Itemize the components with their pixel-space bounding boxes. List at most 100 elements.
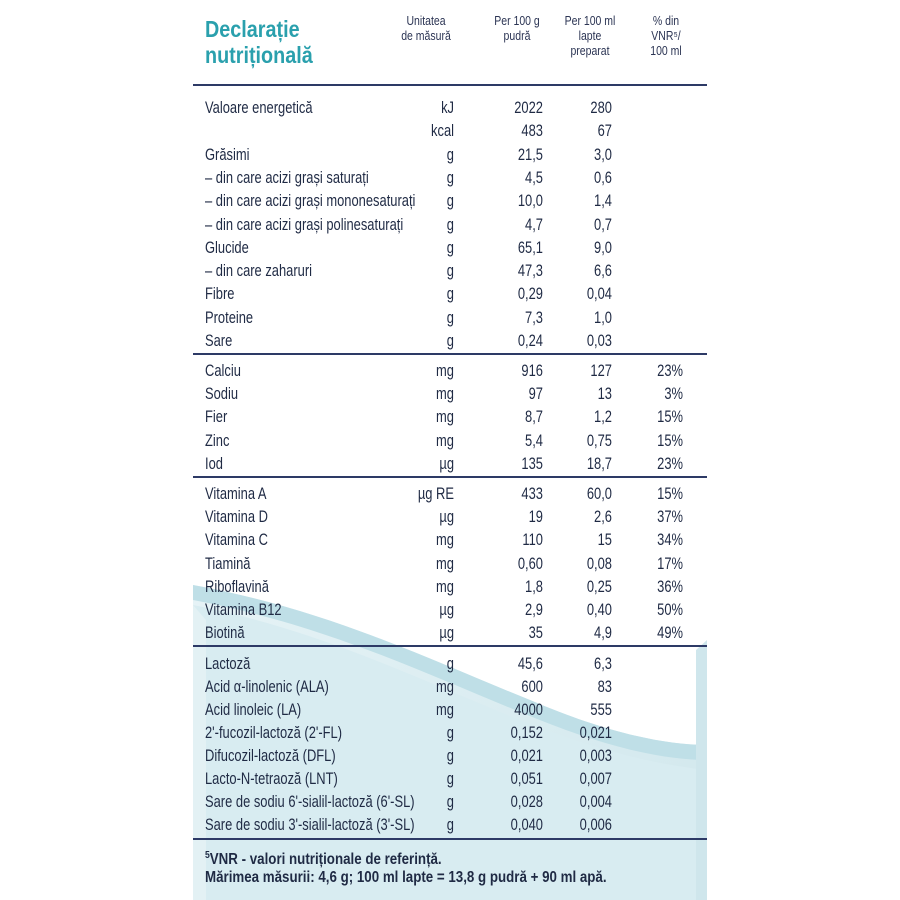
nutrient-name: – din care zaharuri [205, 261, 313, 281]
table-row: – din care acizi grași saturați g 4,5 0,6 [193, 166, 707, 189]
per-100g-value: 0,021 [510, 746, 543, 765]
table-row: Riboflavină mg 1,8 0,25 36% [193, 575, 707, 598]
per-100g-value: 0,028 [510, 792, 543, 811]
column-header-per100g: Per 100 g pudră [481, 14, 553, 44]
unit-cell: g [446, 191, 454, 211]
unit-cell: mg [436, 430, 454, 450]
per-100g-value: 45,6 [517, 654, 543, 673]
table-row: Acid α-linolenic (ALA) mg 600 83 [193, 675, 707, 698]
per-100ml-value: 15 [597, 530, 612, 550]
vnr-percent: 15% [657, 430, 683, 450]
per-100g-value: 8,7 [525, 407, 543, 427]
unit-cell: g [446, 144, 454, 164]
footnote-vnr-text: VNR - valori nutriționale de referință. [209, 851, 442, 869]
per-100g-value: 2,9 [525, 600, 543, 619]
per-100g-value: 65,1 [517, 237, 543, 257]
nutrient-name: Vitamina B12 [205, 600, 282, 619]
unit-cell: kJ [441, 98, 454, 117]
per-100ml-value: 280 [590, 98, 612, 117]
nutrient-name: Zinc [205, 430, 230, 450]
unit-cell: g [446, 792, 454, 811]
per-100g-value: 21,5 [517, 144, 543, 164]
per-100g-value: 0,051 [510, 769, 543, 788]
nutrient-name: Grăsimi [205, 144, 250, 164]
vnr-percent: 49% [657, 623, 683, 643]
nutrient-name: Riboflavină [205, 576, 269, 596]
nutrient-name: Vitamina C [205, 530, 268, 550]
column-header-per100ml: Per 100 ml lapte preparat [555, 14, 625, 59]
per-100ml-value: 0,08 [586, 553, 612, 573]
column-header-unit-line: Unitatea [406, 14, 446, 28]
title-line-2: nutrițională [205, 42, 313, 68]
table-row: Biotină µg 35 4,9 49% [193, 621, 707, 644]
per-100g-value: 97 [528, 384, 543, 404]
per-100ml-value: 0,021 [579, 723, 612, 742]
vnr-percent: 15% [657, 484, 683, 503]
nutrient-name: Sare [205, 331, 233, 350]
table-row: Acid linoleic (LA) mg 4000 555 [193, 698, 707, 721]
per-100g-value: 135 [521, 453, 543, 473]
unit-cell: g [446, 654, 454, 673]
per-100g-value: 7,3 [525, 307, 543, 327]
unit-cell: g [446, 261, 454, 281]
divider [193, 838, 707, 840]
nutrient-name: Sare de sodiu 6'-sialil-lactoză (6'-SL) [205, 792, 415, 811]
vnr-percent: 37% [657, 507, 683, 527]
per-100g-value: 47,3 [517, 261, 543, 281]
per-100g-value: 916 [521, 361, 543, 380]
column-header-vnr-line: % din [652, 14, 680, 28]
table-row: Proteine g 7,3 1,0 [193, 306, 707, 329]
per-100g-value: 0,60 [517, 553, 543, 573]
per-100ml-value: 67 [597, 121, 612, 141]
nutrient-name: Vitamina D [205, 507, 268, 527]
table-row: Zinc mg 5,4 0,75 15% [193, 429, 707, 452]
table-row: Lacto-N-tetraoză (LNT) g 0,051 0,007 [193, 767, 707, 790]
column-header-per100g-line: pudră [503, 29, 531, 43]
per-100ml-value: 18,7 [586, 453, 612, 473]
per-100ml-value: 1,2 [594, 407, 612, 427]
per-100g-value: 0,24 [517, 331, 543, 350]
column-header-unit-line: de măsură [401, 29, 451, 43]
nutrient-name: 2'-fucozil-lactoză (2'-FL) [205, 723, 343, 742]
nutrient-name: Lacto-N-tetraoză (LNT) [205, 769, 338, 788]
nutrient-name: Acid linoleic (LA) [205, 700, 302, 719]
unit-cell: kcal [431, 121, 454, 141]
unit-cell: µg [439, 507, 454, 527]
unit-cell: mg [436, 407, 454, 427]
unit-cell: g [446, 331, 454, 350]
per-100g-value: 1,8 [525, 576, 543, 596]
footnote-vnr: 5VNR - valori nutriționale de referință. [205, 845, 442, 871]
per-100g-value: 2022 [514, 98, 543, 117]
per-100ml-value: 0,004 [579, 792, 612, 811]
per-100ml-value: 13 [597, 384, 612, 404]
unit-cell: g [446, 723, 454, 742]
divider [193, 645, 707, 647]
per-100g-value: 19 [528, 507, 543, 527]
nutrient-name: Fibre [205, 284, 235, 304]
table-row: Grăsimi g 21,5 3,0 [193, 143, 707, 166]
per-100ml-value: 0,003 [579, 746, 612, 765]
nutrient-name: Biotină [205, 623, 245, 643]
nutrient-name: Sare de sodiu 3'-sialil-lactoză (3'-SL) [205, 815, 415, 834]
footnote-serving: Mărimea măsurii: 4,6 g; 100 ml lapte = 1… [205, 869, 607, 886]
per-100ml-value: 0,7 [594, 214, 612, 234]
nutrient-name: Sodiu [205, 384, 239, 404]
per-100ml-value: 0,006 [579, 815, 612, 834]
per-100g-value: 10,0 [517, 191, 543, 211]
nutrient-name: – din care acizi grași polinesaturați [205, 214, 404, 234]
table-row: – din care acizi grași polinesaturați g 4,… [193, 213, 707, 236]
table-row: Vitamina B12 µg 2,9 0,40 50% [193, 598, 707, 621]
table-row: Sare de sodiu 3'-sialil-lactoză (3'-SL) g… [193, 813, 707, 836]
per-100g-value: 483 [521, 121, 543, 141]
column-header-per100ml-line: lapte [578, 29, 602, 43]
per-100ml-value: 0,6 [594, 167, 612, 187]
vnr-percent: 23% [657, 453, 683, 473]
table-row: Tiamină mg 0,60 0,08 17% [193, 552, 707, 575]
table-row: – din care acizi grași mononesaturați g 10… [193, 189, 707, 212]
vnr-percent: 50% [657, 600, 683, 619]
per-100ml-value: 60,0 [586, 484, 612, 503]
per-100ml-value: 0,007 [579, 769, 612, 788]
unit-cell: g [446, 237, 454, 257]
table-row: Lactoză g 45,6 6,3 [193, 652, 707, 675]
divider [193, 84, 707, 86]
